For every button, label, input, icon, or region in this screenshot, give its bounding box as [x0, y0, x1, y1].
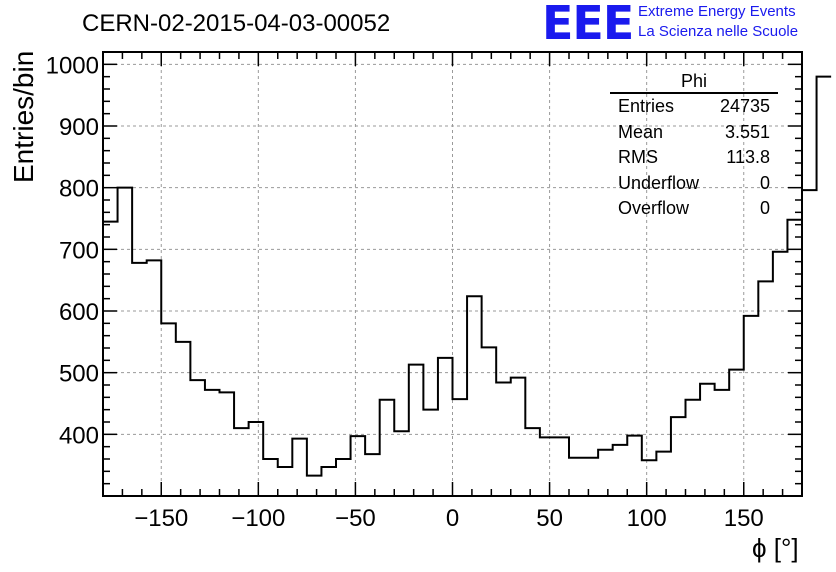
eee-logo: EEE	[542, 0, 634, 50]
y-tick-label: 800	[59, 176, 99, 203]
x-tick-label: −150	[134, 505, 188, 532]
tick-labels: −150 −100 −50 0 50 100 150 400 500 600 700 800 900 10…	[46, 52, 764, 532]
y-tick-label: 400	[59, 422, 99, 449]
stats-row-entries: Entries 24735	[610, 94, 778, 120]
logo-line-1: Extreme Energy Events	[638, 3, 796, 20]
chart-title: CERN-02-2015-04-03-00052	[82, 10, 391, 37]
y-tick-label: 900	[59, 114, 99, 141]
x-tick-label: 50	[536, 505, 563, 532]
x-tick-label: 150	[724, 505, 764, 532]
stats-label: Overflow	[618, 198, 690, 218]
stats-row-overflow: Overflow 0	[610, 196, 778, 222]
stats-label: RMS	[618, 147, 658, 167]
x-axis-label: ϕ [°]	[752, 533, 799, 563]
stats-box: Phi Entries 24735 Mean 3.551 RMS 113.8 U…	[610, 70, 778, 222]
stats-value: 24735	[719, 96, 770, 116]
y-tick-label: 500	[59, 361, 99, 388]
stats-label: Mean	[618, 121, 664, 142]
stats-value: 0	[759, 198, 770, 218]
stats-row-mean: Mean 3.551	[610, 120, 778, 146]
stats-value: 0	[759, 172, 770, 193]
logo-line-2: La Scienza nelle Scuole	[638, 23, 799, 40]
stats-label: Entries	[618, 96, 675, 116]
x-tick-label: 100	[627, 505, 667, 532]
histogram-series	[103, 75, 832, 477]
y-tick-label: 1000	[46, 52, 99, 79]
stats-label: Underflow	[618, 172, 700, 193]
x-tick-label: −50	[335, 505, 376, 532]
stats-row-underflow: Underflow 0	[610, 171, 778, 197]
y-tick-label: 600	[59, 299, 99, 326]
stats-value: 113.8	[726, 147, 770, 167]
y-tick-label: 700	[59, 237, 99, 264]
y-axis-label: Entries/bin	[8, 50, 39, 183]
x-tick-label: 0	[446, 505, 459, 532]
stats-value: 3.551	[724, 121, 770, 142]
stats-title: Phi	[610, 70, 778, 94]
stats-row-rms: RMS 113.8	[610, 145, 778, 171]
axis-ticks	[103, 52, 802, 496]
x-tick-label: −100	[231, 505, 285, 532]
